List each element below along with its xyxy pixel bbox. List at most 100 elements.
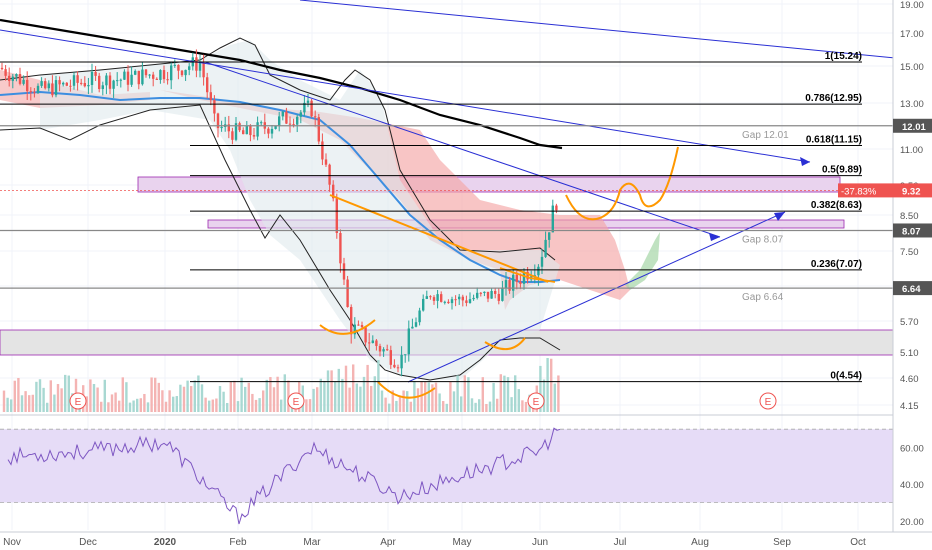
candle-body — [26, 79, 29, 92]
volume-bar — [136, 398, 139, 412]
volume-bar — [258, 398, 261, 412]
volume-bar — [485, 403, 488, 412]
volume-bar — [420, 381, 423, 412]
volume-bar — [506, 377, 510, 412]
volume-bar — [215, 398, 218, 412]
candle-body — [483, 291, 486, 293]
volume-bar — [64, 374, 67, 412]
candle-body — [47, 83, 50, 89]
gap-label: Gap 6.64 — [742, 292, 784, 303]
candle-body — [72, 75, 76, 86]
volume-bar — [139, 398, 142, 412]
volume-bar — [92, 384, 96, 412]
candle-body — [335, 198, 338, 233]
candle-body — [119, 79, 122, 81]
candle-body — [260, 122, 263, 124]
volume-bar — [154, 377, 157, 412]
volume-bar — [456, 375, 459, 412]
volume-bar — [132, 400, 135, 412]
candle-body — [526, 271, 529, 280]
candle-body — [62, 82, 65, 85]
price-tick-label: 7.50 — [900, 247, 919, 258]
volume-bar — [247, 382, 250, 412]
candle-body — [76, 75, 79, 83]
volume-bar — [438, 393, 441, 412]
earnings-marker — [527, 392, 545, 410]
candle-body — [404, 354, 407, 356]
time-tick-label: Mar — [303, 537, 321, 548]
price-tick-label: 19.00 — [900, 0, 924, 11]
candle-body — [512, 274, 515, 291]
trendline-descending-1 — [0, 29, 811, 163]
candle-body — [29, 91, 32, 93]
volume-bar — [236, 401, 240, 412]
candle-body — [324, 159, 328, 165]
candle-body — [238, 123, 241, 131]
rsi-tick-label: 60.00 — [900, 444, 924, 455]
price-tick-label: 5.10 — [900, 348, 919, 359]
time-tick-label: Nov — [3, 537, 21, 548]
candle-body — [36, 85, 40, 93]
candle-body — [162, 70, 166, 80]
price-badge-label: 8.07 — [902, 226, 921, 237]
candle-body — [382, 349, 385, 352]
volume-bar — [161, 390, 164, 412]
arrow-head-3 — [774, 212, 785, 221]
volume-bar — [546, 358, 549, 412]
fib-label: 0.382(8.63) — [811, 200, 862, 211]
price-change-label: -37.83% — [841, 186, 877, 197]
fib-label: 0.5(9.89) — [822, 165, 862, 176]
candle-body — [522, 271, 526, 284]
earnings-label: E — [75, 397, 82, 408]
volume-bar — [96, 387, 99, 412]
volume-bar — [20, 395, 24, 412]
candle-body — [148, 74, 151, 76]
candle-body — [418, 310, 421, 323]
volume-bar — [2, 390, 6, 412]
rsi-line — [7, 427, 561, 525]
volume-bar — [146, 402, 150, 412]
arrow-head-1 — [800, 157, 810, 166]
price-tick-label: 11.00 — [900, 145, 923, 156]
candle-body — [112, 80, 115, 89]
gap-label: Gap 8.07 — [742, 234, 784, 245]
candle-body — [540, 256, 544, 267]
candle-body — [378, 345, 382, 352]
volume-bar — [362, 376, 366, 412]
candle-body — [159, 70, 162, 80]
volume-bar — [168, 390, 171, 412]
orange-projection-path — [565, 146, 679, 221]
volume-bar — [427, 382, 430, 412]
bollinger-upper — [0, 37, 556, 261]
candle-body — [44, 81, 47, 89]
earnings-label: E — [293, 397, 300, 408]
candle-body — [299, 112, 302, 117]
candle-body — [105, 75, 108, 86]
volume-bar — [474, 402, 477, 412]
candle-body — [252, 135, 256, 137]
volume-bar — [56, 384, 60, 412]
trendline-descending-2 — [204, 61, 721, 238]
volume-bar — [269, 377, 272, 412]
candle-body — [141, 69, 144, 85]
volume-bar — [373, 376, 376, 412]
volume-bar — [233, 380, 236, 412]
volume-bar — [445, 403, 448, 412]
price-tick-label: 8.50 — [900, 211, 919, 222]
volume-bar — [308, 399, 312, 412]
volume-bar — [272, 387, 276, 412]
candle-body — [90, 71, 94, 86]
volume-bar — [67, 375, 70, 412]
price-axis[interactable]: 19.0017.0015.0013.0011.009.508.507.506.7… — [838, 0, 932, 550]
candle-body — [227, 124, 230, 132]
volume-bar — [226, 403, 229, 412]
time-axis[interactable]: Nov Dec 2020 Feb Mar Apr May Jun Jul Aug Sep Oct — [0, 531, 932, 550]
volume-bar — [60, 388, 63, 412]
volume-bar — [240, 377, 243, 412]
earnings-marker — [287, 392, 305, 410]
candle-body — [317, 117, 320, 142]
volume-bar — [150, 377, 153, 412]
candle-body — [249, 125, 252, 136]
